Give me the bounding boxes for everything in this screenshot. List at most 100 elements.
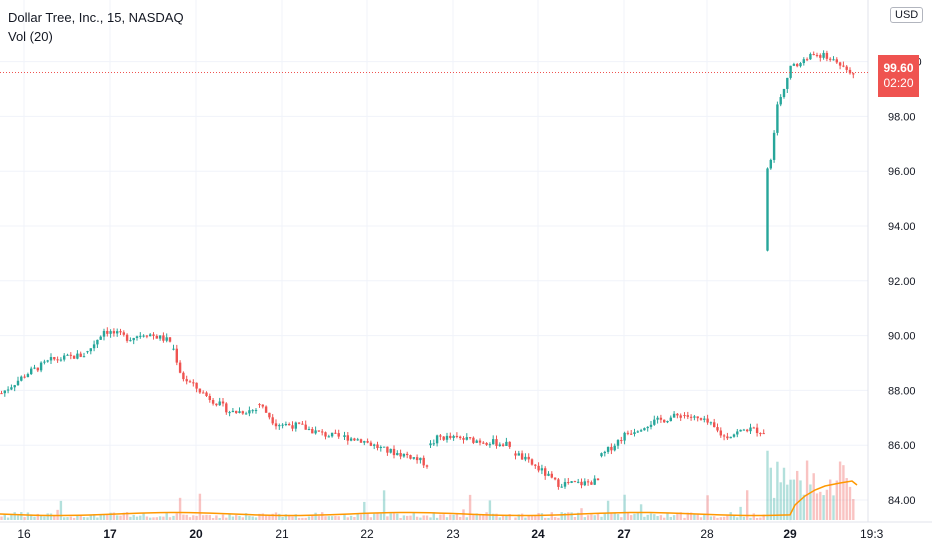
volume-bar [59,500,63,520]
candle-body [630,433,633,435]
volume-bar [706,495,709,520]
volume-bar [709,516,713,520]
candle-body [211,400,215,404]
candle-body [749,427,752,432]
volume-bar [759,517,762,520]
candle-body [557,479,560,487]
candle-body [468,437,472,439]
candle-body [49,357,53,361]
candle-body [208,395,211,401]
candle-body [485,442,488,445]
x-tick-label: 19:3 [860,527,884,541]
x-tick-label: 28 [700,527,714,541]
candle-body [415,457,419,461]
candle-body [278,425,281,427]
volume-bar [432,512,435,520]
volume-bar [475,513,478,520]
candle-body [530,459,534,465]
candle-body [646,426,649,429]
candle-body [786,77,789,89]
volume-bar [703,513,706,520]
candle-body [271,417,274,424]
candle-body [63,355,66,360]
candle-body [693,416,696,418]
candle-body [842,65,845,67]
candle-body [72,355,76,359]
volume-bar [389,513,392,520]
volume-bar [583,517,586,520]
candle-body [736,431,739,435]
volume-bar [314,512,317,520]
candle-body [172,348,175,350]
volume-bar [382,490,386,520]
volume-bar [485,512,488,520]
volume-bar [109,512,112,520]
candle-body [66,354,69,356]
symbol-title[interactable]: Dollar Tree, Inc., 15, NASDAQ [8,10,184,25]
volume-bar [119,515,122,520]
volume-bar [478,514,482,520]
volume-bar [809,484,812,520]
volume-bar [321,512,324,520]
volume-bar [610,513,613,520]
volume-bar [258,513,261,520]
candle-body [603,451,606,454]
candle-body [248,410,251,414]
candle-body [838,62,842,66]
candle-body [643,428,646,431]
candle-body [33,367,36,369]
volume-bar [762,514,765,520]
candle-body [792,64,796,66]
candle-body [294,422,297,429]
candle-body [845,66,848,70]
y-tick-label: 94.00 [888,221,916,233]
candle-body [30,368,33,375]
volume-bar [829,479,832,520]
candle-body [142,335,145,337]
candle-body [492,439,495,445]
candle-body [567,482,570,484]
volume-bar [353,516,356,520]
volume-bar [79,515,82,520]
candle-body [819,55,822,58]
candle-body [686,415,689,417]
candle-body [76,353,79,359]
volume-indicator-label[interactable]: Vol (20) [8,29,53,44]
candle-body [498,444,501,446]
volume-bar [819,491,822,520]
volume-bar [102,514,106,520]
x-tick-label: 16 [17,527,31,541]
candle-body [514,453,517,456]
volume-bar [455,513,459,520]
candle-body [726,436,729,439]
volume-bar [769,467,772,520]
candle-body [96,339,99,345]
volume-bar [53,515,56,520]
volume-bar [553,517,557,520]
candle-body [343,435,346,437]
volume-bar [3,514,6,520]
candle-body [53,357,56,360]
candle-body [218,401,221,406]
candle-body [676,413,679,416]
volume-bar [534,515,537,520]
candle-body [59,359,63,361]
candle-body [195,382,198,389]
candle-body [284,423,288,425]
y-tick-label: 86.00 [888,440,916,452]
volume-bar [852,499,855,520]
volume-bar [66,517,69,520]
volume-bar [445,517,449,520]
candle-body [254,410,258,412]
candle-body [349,438,353,441]
volume-bar [596,513,600,520]
grid-lines [0,0,869,522]
volume-bar [726,515,729,520]
volume-bar [696,513,699,520]
candle-body [577,481,580,483]
currency-badge[interactable]: USD [890,7,924,23]
candle-body [363,441,366,443]
volume-bar [613,512,616,520]
